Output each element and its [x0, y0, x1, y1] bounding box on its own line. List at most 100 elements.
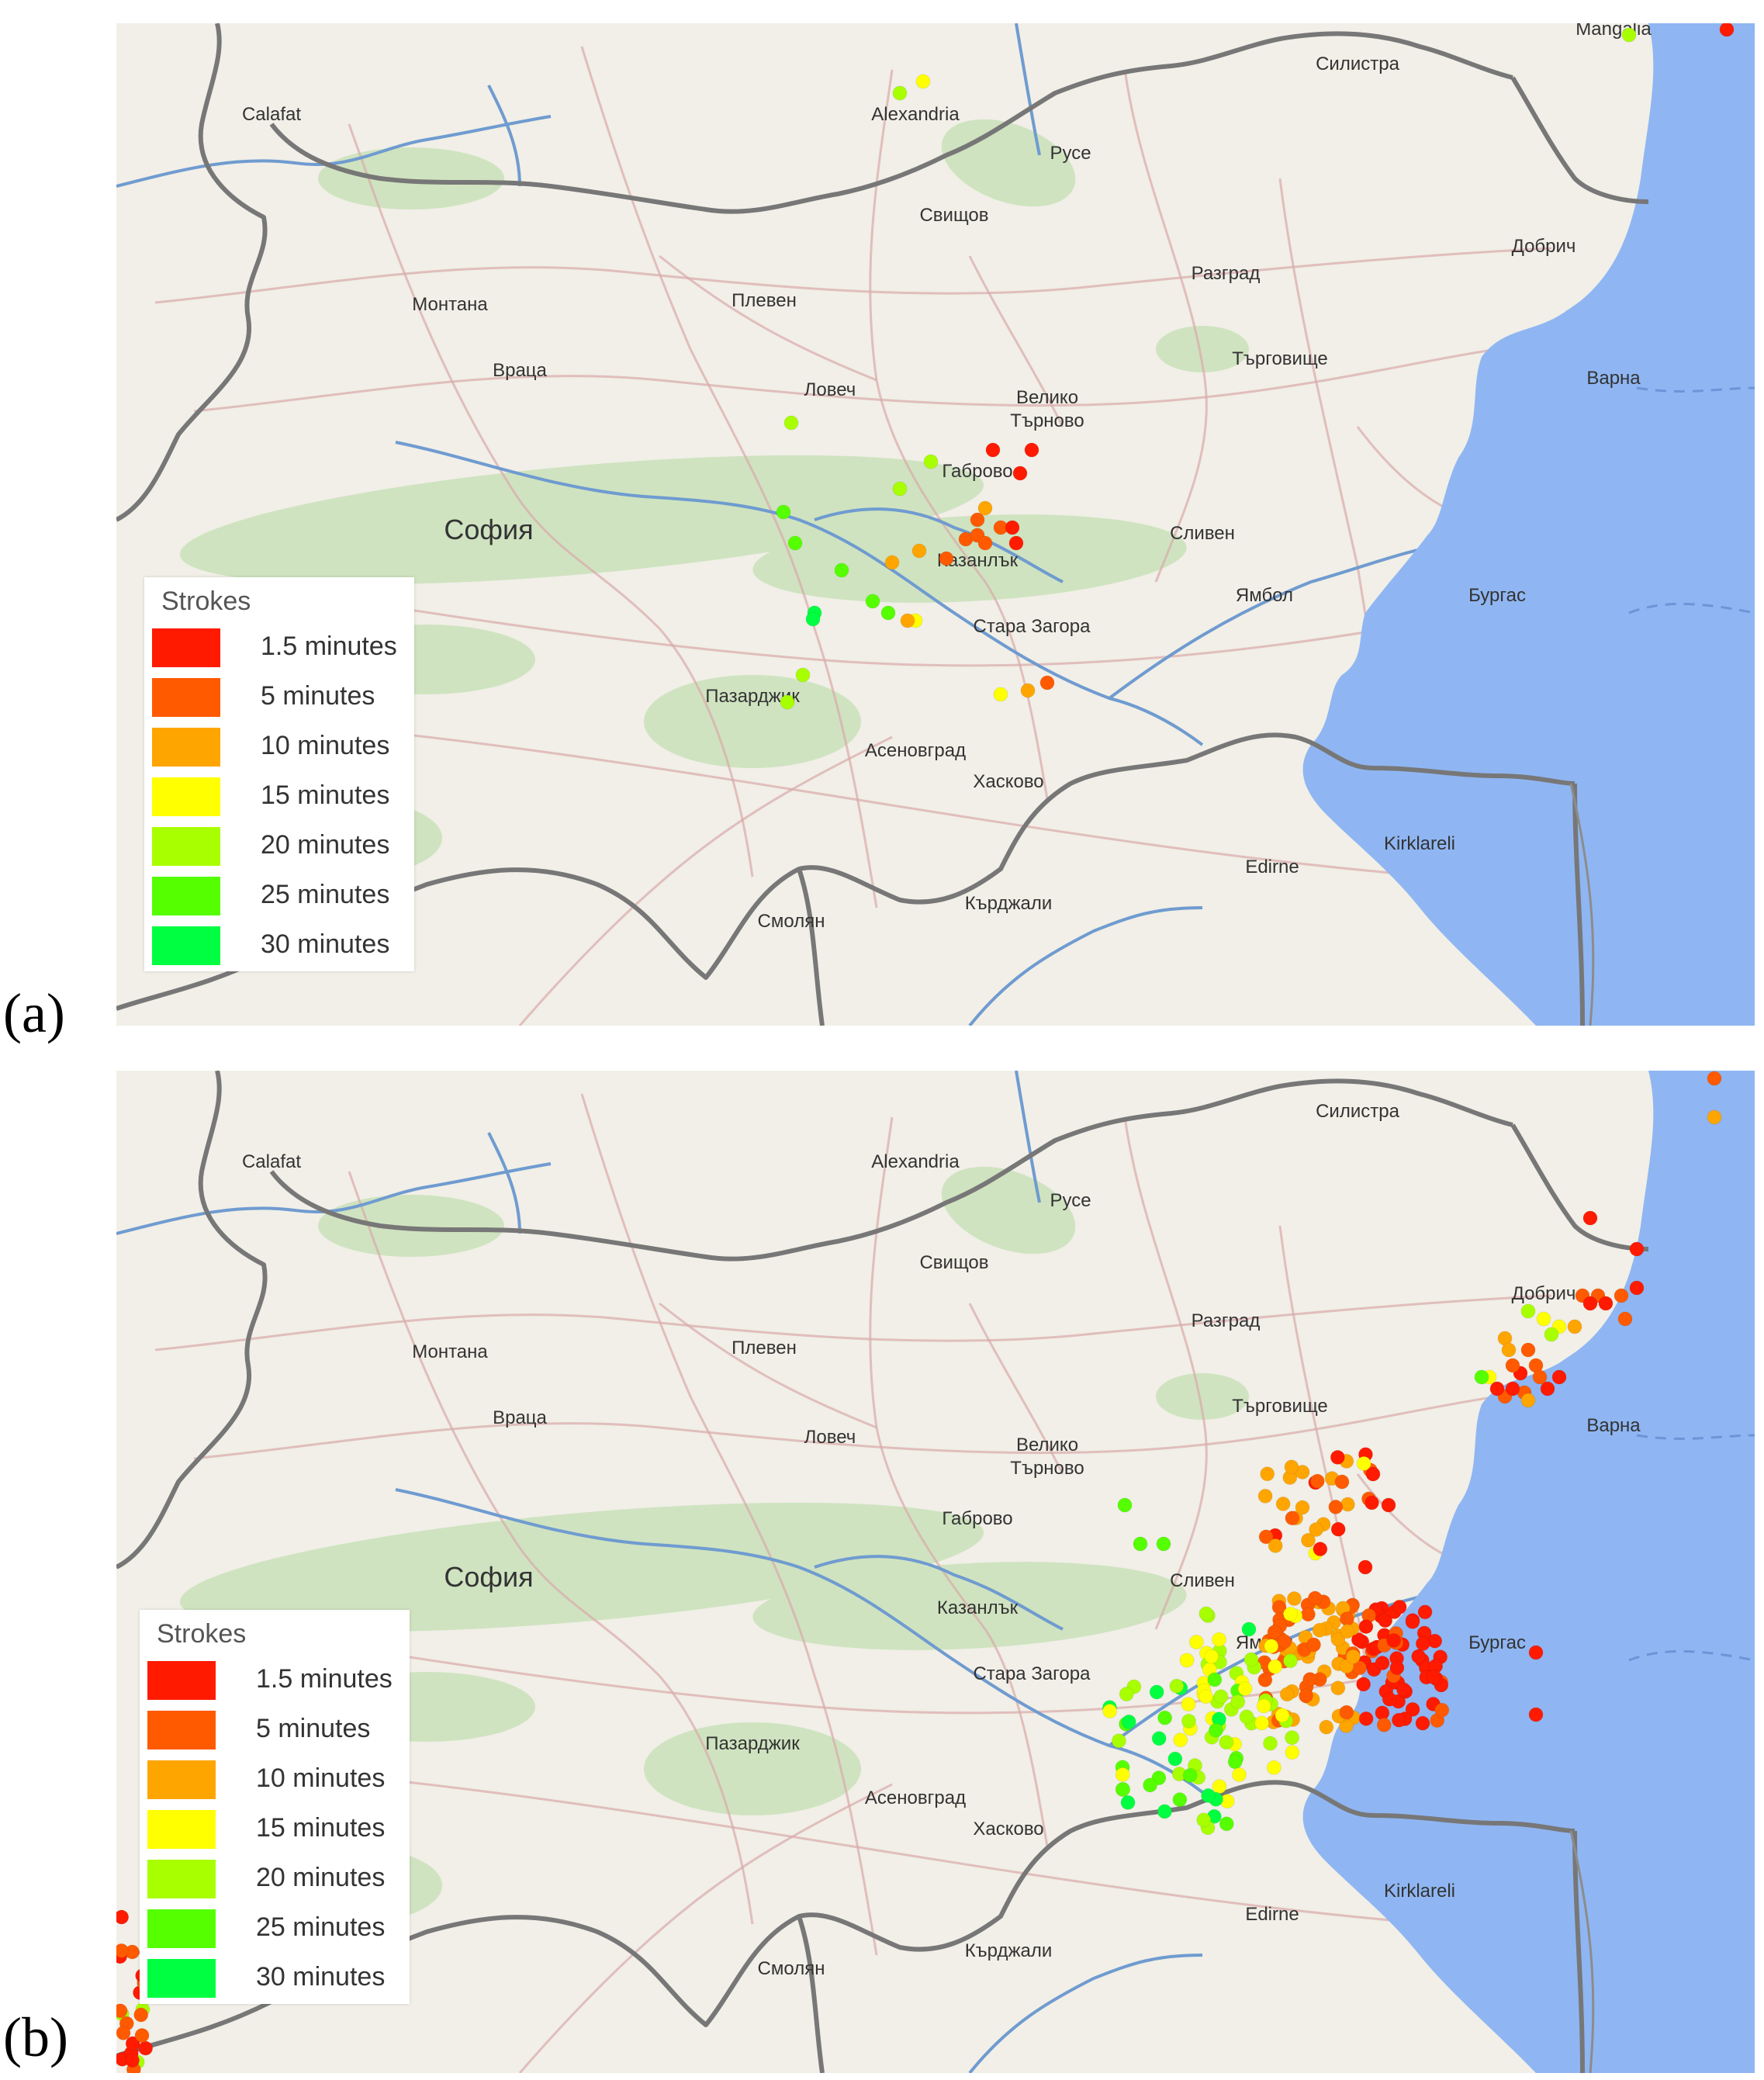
city-label: Търговище	[1232, 348, 1328, 369]
city-label: Alexandria	[871, 104, 960, 125]
lightning-stroke	[1133, 1536, 1148, 1552]
lightning-stroke	[977, 500, 993, 516]
forest-area	[752, 1562, 1187, 1650]
city-label: Ловеч	[804, 1427, 856, 1448]
road-line	[659, 1302, 877, 1429]
country-border	[1572, 1830, 1585, 2073]
lightning-stroke	[1268, 1538, 1283, 1553]
lightning-stroke	[1237, 1681, 1253, 1697]
lightning-stroke	[1312, 1622, 1327, 1638]
lightning-stroke	[1172, 1792, 1188, 1808]
lightning-stroke	[1629, 1241, 1645, 1257]
lightning-stroke	[1391, 1712, 1406, 1728]
city-label: Варна	[1586, 368, 1641, 389]
lightning-stroke	[1520, 1342, 1536, 1358]
lightning-stroke	[1309, 1522, 1324, 1538]
lightning-stroke	[1544, 1327, 1559, 1342]
legend-swatch	[152, 678, 220, 717]
forest-area	[318, 1195, 504, 1257]
lightning-stroke	[1156, 1536, 1171, 1552]
lightning-stroke	[993, 687, 1008, 702]
city-label: Calafat	[242, 1151, 301, 1172]
forest-area	[1156, 1373, 1249, 1420]
lightning-stroke	[1614, 1288, 1629, 1303]
lightning-stroke	[1351, 1632, 1366, 1648]
forest-area	[318, 147, 504, 209]
lightning-stroke	[1204, 1649, 1219, 1664]
lightning-stroke	[1295, 1500, 1310, 1515]
lightning-stroke	[1111, 1733, 1126, 1749]
city-label: Пазарджик	[705, 1733, 800, 1754]
legend-label: 10 minutes	[256, 1763, 386, 1793]
lightning-stroke	[1540, 1381, 1555, 1396]
lightning-stroke	[1157, 1710, 1173, 1725]
road-line	[580, 1093, 878, 1956]
lightning-stroke	[1256, 1698, 1271, 1714]
city-label: София	[444, 514, 533, 545]
city-label: Русе	[1050, 1190, 1091, 1211]
lightning-stroke	[985, 442, 1001, 458]
city-label: Силистра	[1316, 54, 1399, 74]
maritime-boundary	[1628, 1650, 1755, 1662]
lightning-stroke	[1266, 1760, 1281, 1775]
legend-swatch	[152, 926, 220, 965]
lightning-stroke	[1520, 1393, 1536, 1408]
lightning-stroke	[1345, 1649, 1361, 1664]
legend-swatch	[147, 1860, 216, 1898]
road-line	[968, 1303, 1064, 1475]
road-line	[271, 1767, 1436, 1926]
lightning-stroke	[1340, 1497, 1355, 1512]
city-label: Търново	[1010, 410, 1084, 431]
map-panel-a[interactable]: Calafat Alexandria Силистра Русе Свищов Разгр…	[116, 23, 1755, 1026]
lightning-stroke	[1339, 1611, 1354, 1627]
city-label: Плевен	[732, 290, 797, 311]
country-border	[1510, 76, 1649, 204]
lightning-stroke	[1102, 1703, 1118, 1718]
map-panel-b[interactable]: Calafat Alexandria Силистра Русе Свищов Разгр…	[116, 1071, 1755, 2073]
lightning-stroke	[1505, 1358, 1520, 1373]
lightning-stroke	[1330, 1632, 1346, 1647]
strokes-legend-b: Strokes 1.5 minutes 5 minutes 10 minutes…	[140, 1610, 410, 2004]
lightning-stroke	[1598, 1296, 1614, 1311]
river-line	[814, 1555, 1064, 1631]
lightning-stroke	[1279, 1687, 1295, 1702]
lightning-stroke	[1149, 1684, 1164, 1700]
city-label: Хасково	[973, 771, 1043, 792]
lightning-stroke	[1188, 1635, 1204, 1650]
road-line	[580, 46, 878, 908]
lightning-stroke	[1196, 1812, 1212, 1828]
road-line	[518, 735, 893, 1026]
lightning-stroke	[1386, 1632, 1402, 1648]
lightning-stroke	[1300, 1532, 1316, 1548]
lightning-stroke	[977, 535, 993, 551]
lightning-stroke	[1167, 1751, 1183, 1767]
lightning-stroke	[1551, 1369, 1567, 1385]
lightning-stroke	[1356, 1677, 1371, 1692]
river-line	[487, 1132, 521, 1234]
lightning-stroke	[1212, 1779, 1227, 1794]
lightning-stroke	[1285, 1730, 1300, 1746]
lightning-stroke	[970, 512, 985, 528]
city-label: Alexandria	[871, 1151, 960, 1172]
road-line	[154, 1294, 1552, 1351]
lightning-stroke	[1121, 1714, 1136, 1729]
river-line	[968, 1954, 1203, 2073]
lightning-stroke	[776, 504, 791, 520]
lightning-stroke	[1267, 1625, 1282, 1640]
road-line	[869, 69, 1049, 800]
lightning-stroke	[1258, 1529, 1274, 1545]
city-label: Враца	[493, 360, 547, 381]
river-line	[1108, 542, 1451, 700]
road-line	[1123, 69, 1208, 583]
lightning-stroke	[1309, 1473, 1325, 1489]
city-label: Разград	[1192, 263, 1261, 284]
country-border	[1572, 783, 1585, 1026]
country-border	[116, 1071, 268, 1570]
legend-label: 10 minutes	[261, 731, 390, 760]
lightning-stroke	[880, 605, 896, 621]
road-line	[659, 254, 877, 382]
lightning-stroke	[1285, 1511, 1300, 1526]
lightning-stroke	[1719, 23, 1735, 37]
city-label: Свищов	[919, 205, 988, 226]
city-label: Габрово	[942, 1508, 1012, 1529]
